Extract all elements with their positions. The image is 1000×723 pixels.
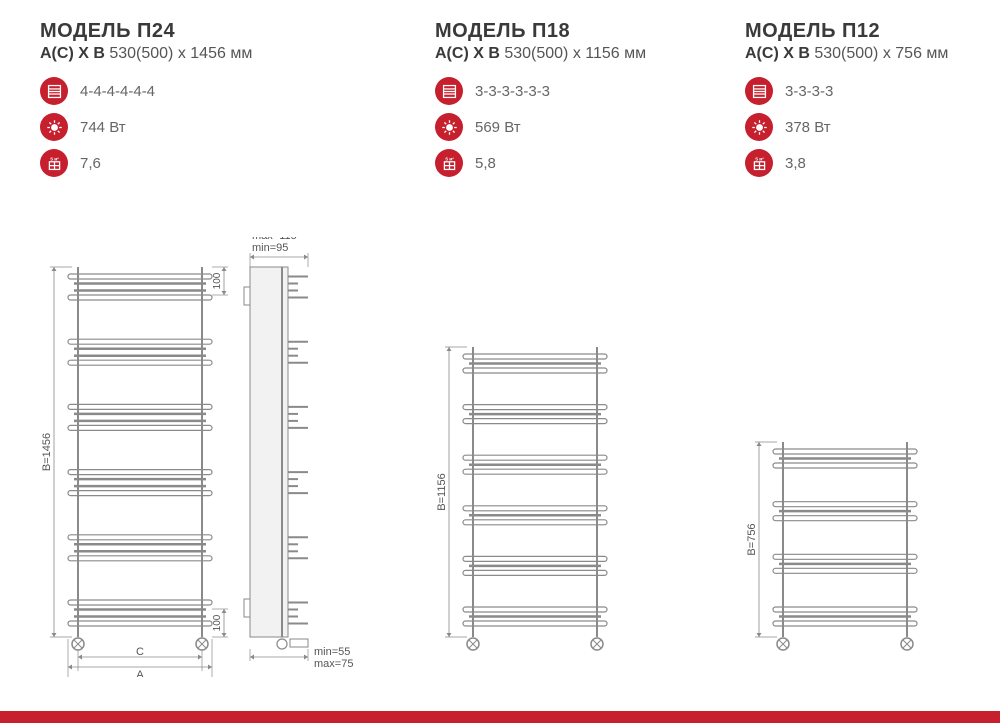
model-title: МОДЕЛЬ П24 [40, 20, 395, 43]
spec-pattern: 3-3-3-3-3-3 [435, 77, 705, 105]
model-dimensions: A(C) X B 530(500) x 756 мм [745, 45, 985, 63]
svg-text:100: 100 [212, 272, 223, 289]
area-icon: S м² [745, 149, 773, 177]
model-columns: МОДЕЛЬ П24 A(C) X B 530(500) x 1456 мм 4-4… [40, 20, 960, 677]
svg-text:C: C [136, 646, 144, 658]
spec-area-value: 5,8 [475, 155, 496, 172]
sun-icon [745, 113, 773, 141]
spec-power-value: 378 Вт [785, 119, 831, 136]
svg-text:B=1156: B=1156 [436, 473, 448, 510]
spec-pattern: 3-3-3-3 [745, 77, 985, 105]
spec-power: 569 Вт [435, 113, 705, 141]
model-col-p24: МОДЕЛЬ П24 A(C) X B 530(500) x 1456 мм 4-4… [40, 20, 395, 677]
spec-area: S м² 5,8 [435, 149, 705, 177]
spec-pattern-value: 3-3-3-3-3-3 [475, 83, 550, 100]
bars-icon [435, 77, 463, 105]
model-col-p12: МОДЕЛЬ П12 A(C) X B 530(500) x 756 мм 3-3-… [745, 20, 985, 677]
diagram: B=756 [745, 197, 985, 677]
area-icon: S м² [40, 149, 68, 177]
spec-area: S м² 7,6 [40, 149, 395, 177]
area-icon: S м² [435, 149, 463, 177]
diagram: B=1456100100CAmax=115min=95min=55max=75 [40, 197, 395, 677]
svg-text:S м²: S м² [50, 156, 59, 161]
svg-text:max=75: max=75 [314, 658, 353, 670]
model-dimensions: A(C) X B 530(500) x 1456 мм [40, 45, 395, 63]
spec-pattern-value: 4-4-4-4-4-4 [80, 83, 155, 100]
model-title: МОДЕЛЬ П18 [435, 20, 705, 43]
sun-icon [40, 113, 68, 141]
bars-icon [745, 77, 773, 105]
svg-text:B=1456: B=1456 [41, 433, 53, 471]
spec-power-value: 569 Вт [475, 119, 521, 136]
bars-icon [40, 77, 68, 105]
svg-text:B=756: B=756 [746, 523, 758, 555]
spec-area-value: 3,8 [785, 155, 806, 172]
spec-pattern: 4-4-4-4-4-4 [40, 77, 395, 105]
svg-text:A: A [136, 669, 144, 677]
sun-icon [435, 113, 463, 141]
spec-pattern-value: 3-3-3-3 [785, 83, 833, 100]
diagram: B=1156 [435, 197, 705, 677]
svg-text:min=55: min=55 [314, 646, 350, 658]
spec-power: 744 Вт [40, 113, 395, 141]
svg-text:min=95: min=95 [252, 242, 288, 254]
footer-red-bar [0, 711, 1000, 723]
model-col-p18: МОДЕЛЬ П18 A(C) X B 530(500) x 1156 мм 3-3… [435, 20, 705, 677]
spec-power: 378 Вт [745, 113, 985, 141]
svg-text:S м²: S м² [445, 156, 454, 161]
model-title: МОДЕЛЬ П12 [745, 20, 985, 43]
spec-area-value: 7,6 [80, 155, 101, 172]
model-dimensions: A(C) X B 530(500) x 1156 мм [435, 45, 705, 63]
spec-area: S м² 3,8 [745, 149, 985, 177]
svg-text:S м²: S м² [755, 156, 764, 161]
spec-power-value: 744 Вт [80, 119, 126, 136]
svg-text:100: 100 [212, 614, 223, 631]
